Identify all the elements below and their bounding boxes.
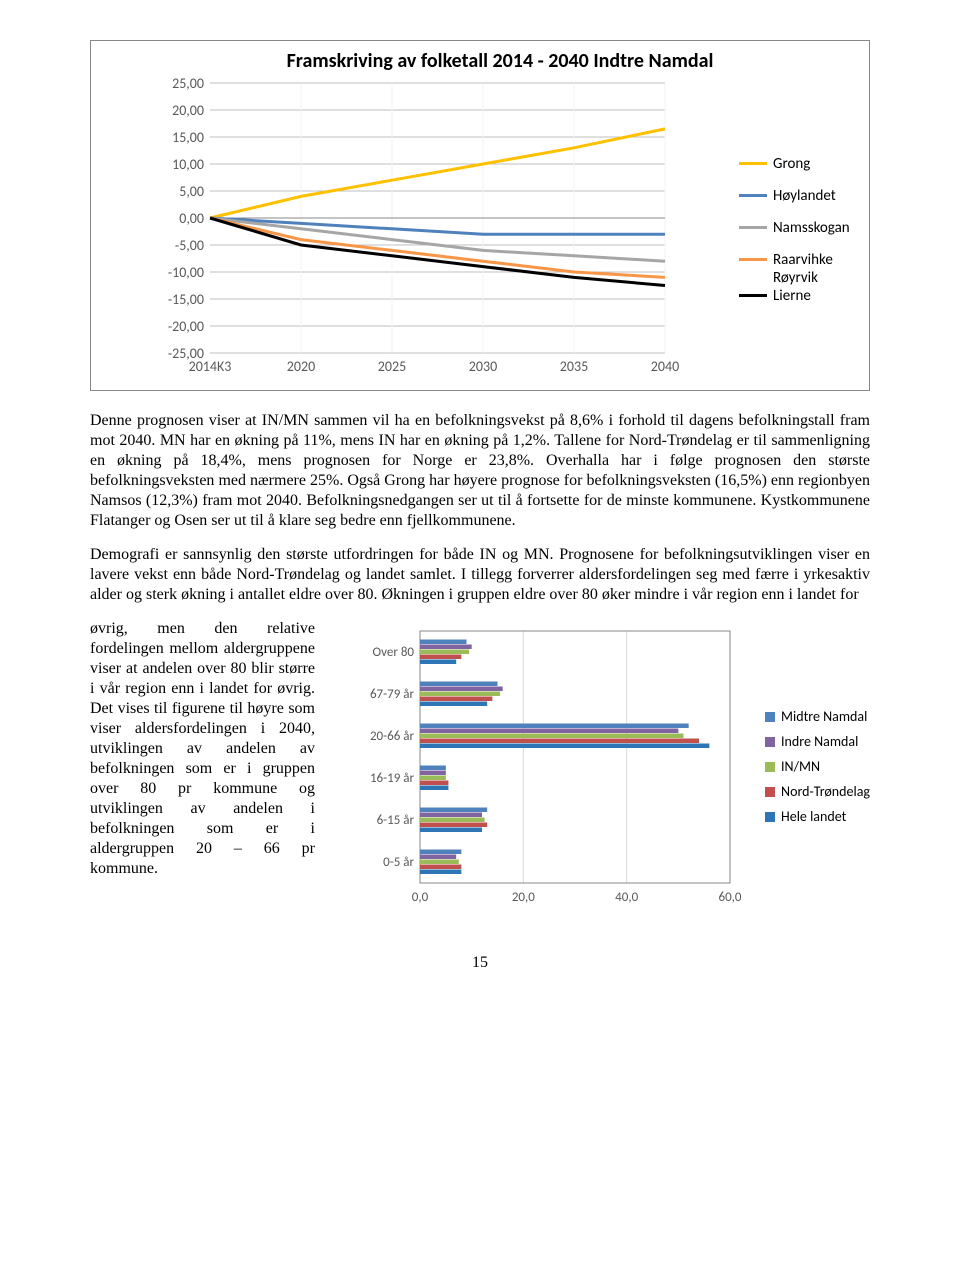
bar-legend-item: IN/MN xyxy=(765,758,870,775)
line-chart-legend: Grong Høylandet Namsskogan RaarvihkeRøyrvik… xyxy=(731,77,861,382)
line-chart-plot: -25,00-20,00-15,00-10,00-5,000,005,0010,… xyxy=(99,77,731,382)
page-number: 15 xyxy=(90,954,870,972)
svg-text:10,00: 10,00 xyxy=(172,156,204,173)
paragraph-prognose: Denne prognosen viser at IN/MN sammen vi… xyxy=(90,411,870,531)
bar-legend-item: Nord-Trøndelag xyxy=(765,783,870,800)
svg-text:2040: 2040 xyxy=(651,358,679,375)
legend-item-raarvihke: Raarvihke xyxy=(739,251,861,269)
svg-text:67-79 år: 67-79 år xyxy=(370,687,415,702)
svg-text:2025: 2025 xyxy=(378,358,406,375)
line-chart-container: Framskriving av folketall 2014 - 2040 In… xyxy=(90,40,870,391)
svg-text:2035: 2035 xyxy=(560,358,588,375)
paragraph-demografi: Demografi er sannsynlig den største utfo… xyxy=(90,545,870,605)
svg-text:0-5 år: 0-5 år xyxy=(383,855,414,870)
svg-text:0,0: 0,0 xyxy=(412,890,429,905)
svg-text:20,00: 20,00 xyxy=(172,102,204,119)
bar-chart-plot: Over 80 67-79 år 20-66 år 16-19 år 6-15 år 0-… xyxy=(329,619,761,909)
svg-text:16-19 år: 16-19 år xyxy=(370,771,415,786)
legend-item-høylandet: Høylandet xyxy=(739,187,861,205)
svg-text:15,00: 15,00 xyxy=(172,129,204,146)
svg-text:6-15 år: 6-15 år xyxy=(377,813,415,828)
two-column-layout: øvrig, men den relative fordelingen mell… xyxy=(90,619,870,914)
line-chart-title: Framskriving av folketall 2014 - 2040 In… xyxy=(139,49,861,73)
bar-chart-container: Over 80 67-79 år 20-66 år 16-19 år 6-15 år 0-… xyxy=(329,619,870,914)
svg-text:5,00: 5,00 xyxy=(179,183,204,200)
svg-text:20,0: 20,0 xyxy=(512,890,535,905)
svg-text:60,0: 60,0 xyxy=(719,890,742,905)
bar-legend-item: Indre Namdal xyxy=(765,733,870,750)
bar-legend-item: Hele landet xyxy=(765,808,870,825)
svg-text:-15,00: -15,00 xyxy=(168,291,204,308)
svg-text:0,00: 0,00 xyxy=(179,210,204,227)
svg-text:-5,00: -5,00 xyxy=(175,237,204,254)
svg-text:Over 80: Over 80 xyxy=(373,645,415,660)
legend-item-grong: Grong xyxy=(739,155,861,173)
svg-text:2020: 2020 xyxy=(287,358,315,375)
legend-item-røyrvik: Røyrvik xyxy=(739,269,861,287)
left-column-text: øvrig, men den relative fordelingen mell… xyxy=(90,619,315,914)
svg-text:2030: 2030 xyxy=(469,358,497,375)
bar-legend-item: Midtre Namdal xyxy=(765,708,870,725)
svg-text:-20,00: -20,00 xyxy=(168,318,204,335)
bar-chart-legend: Midtre Namdal Indre Namdal IN/MN Nord-Trønd… xyxy=(761,708,870,825)
svg-text:-10,00: -10,00 xyxy=(168,264,204,281)
svg-text:25,00: 25,00 xyxy=(172,77,204,92)
svg-text:40,0: 40,0 xyxy=(615,890,638,905)
legend-item-namsskogan: Namsskogan xyxy=(739,219,861,237)
legend-item-lierne: Lierne xyxy=(739,287,861,305)
svg-text:20-66 år: 20-66 år xyxy=(370,729,415,744)
svg-text:2014K3: 2014K3 xyxy=(189,358,232,375)
